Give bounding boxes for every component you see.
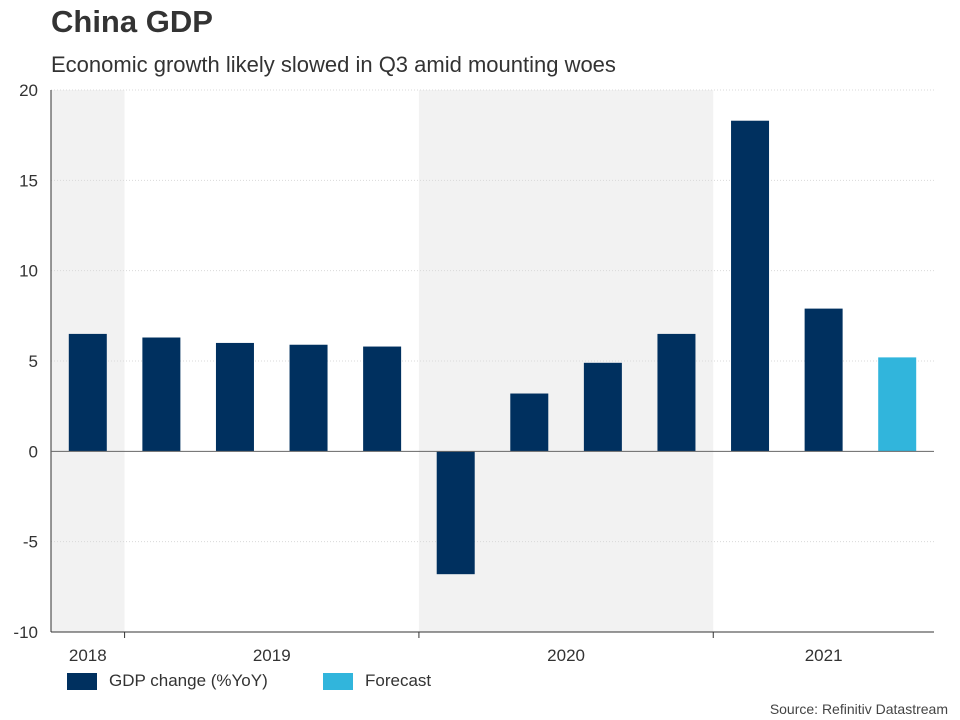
bar-gdp-2019-q2 [289,344,328,452]
y-tick-label: -10 [13,623,38,642]
chart-title: China GDP [51,4,213,39]
y-tick-label: 5 [29,352,38,371]
y-tick-label: 20 [19,81,38,100]
bar-gdp-2020-q2 [510,393,549,452]
legend-label-gdp: GDP change (%YoY) [109,671,268,690]
y-tick-label: -5 [23,533,38,552]
legend-swatch-forecast [323,672,353,690]
bar-gdp-2019-q3 [363,346,402,452]
y-tick-label: 0 [29,442,38,461]
bar-gdp-2021-q1 [731,120,770,452]
chart-source: Source: Refinitiv Datastream [769,701,948,717]
legend-label-forecast: Forecast [365,671,432,690]
y-tick-label: 10 [19,262,38,281]
chart-subtitle: Economic growth likely slowed in Q3 amid… [51,52,616,77]
bar-gdp-2020-q4 [657,333,696,452]
bar-gdp-2018-q4 [142,337,181,452]
bar-gdp-2018-q3 [68,333,107,452]
bar-gdp-2020-q1 [436,451,475,575]
x-tick-label-2018: 2018 [69,646,107,665]
legend-swatch-gdp [67,672,97,690]
legend-item-gdp: GDP change (%YoY) [67,671,268,691]
x-tick-label-2019: 2019 [253,646,291,665]
bar-forecast-2021-q3 [878,357,917,452]
x-tick-label-2020: 2020 [547,646,585,665]
bar-gdp-2019-q1 [215,342,254,452]
y-tick-label: 15 [19,171,38,190]
legend-item-forecast: Forecast [323,671,431,691]
bar-gdp-2021-q2 [804,308,843,452]
x-tick-label-2021: 2021 [805,646,843,665]
bar-gdp-2020-q3 [583,362,622,452]
